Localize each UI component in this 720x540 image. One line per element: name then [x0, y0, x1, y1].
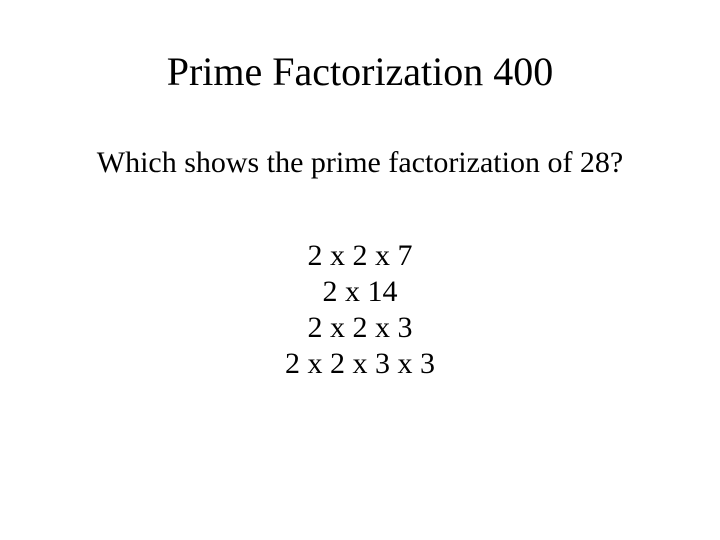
question-text: Which shows the prime factorization of 2…	[0, 146, 720, 180]
option-item: 2 x 14	[0, 274, 720, 310]
options-list: 2 x 2 x 7 2 x 14 2 x 2 x 3 2 x 2 x 3 x 3	[0, 238, 720, 382]
option-item: 2 x 2 x 3	[0, 310, 720, 346]
option-item: 2 x 2 x 3 x 3	[0, 346, 720, 382]
slide-container: Prime Factorization 400 Which shows the …	[0, 0, 720, 540]
option-item: 2 x 2 x 7	[0, 238, 720, 274]
slide-title: Prime Factorization 400	[0, 48, 720, 95]
